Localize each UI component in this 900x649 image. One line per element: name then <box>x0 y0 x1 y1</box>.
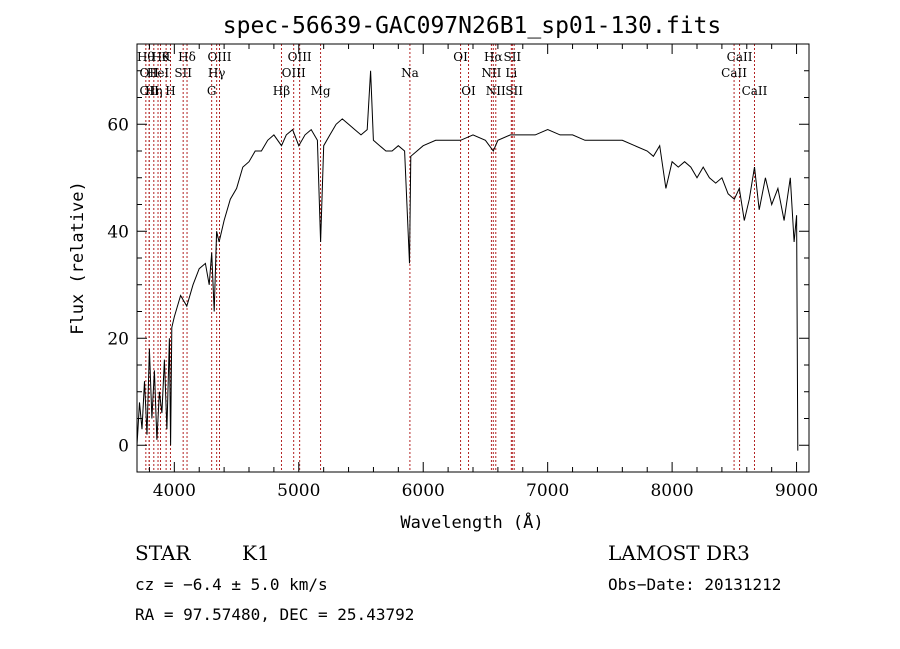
object-subclass: K1 <box>242 541 270 565</box>
line-marker-label: Mg <box>311 84 331 98</box>
line-marker-label: OI <box>461 84 476 98</box>
line-marker-label: OII <box>140 66 160 80</box>
line-marker-label: G <box>207 84 217 98</box>
line-marker-label: SII <box>174 66 192 80</box>
redshift-text: cz = −6.4 ± 5.0 km/s <box>135 575 328 594</box>
chart-title: spec-56639-GAC097N26B1_sp01-130.fits <box>223 13 722 39</box>
y-axis-ticks: 0 20 40 60 <box>107 43 809 473</box>
line-marker-label: Hθ <box>152 50 170 64</box>
spectral-line-labels: HθOIIOIIHηHeIHθKHSIIHδGHγOIIIHβOIIIOIIIM… <box>137 50 768 98</box>
y-tick-label: 0 <box>118 436 129 456</box>
y-tick-label: 60 <box>107 115 129 135</box>
x-tick-label: 5000 <box>277 481 320 501</box>
line-marker-label: H <box>165 84 175 98</box>
x-tick-label: 7000 <box>526 481 569 501</box>
x-tick-label: 9000 <box>775 481 818 501</box>
line-marker-label: CaII <box>727 50 753 64</box>
line-marker-label: Li <box>505 66 517 80</box>
line-marker-label: HeI <box>147 66 170 80</box>
x-axis-label: Wavelength (Å) <box>400 511 543 533</box>
object-class: STAR <box>135 541 191 565</box>
line-marker-label: OIII <box>207 50 231 64</box>
spectral-line-markers <box>145 44 755 472</box>
line-marker-label: K <box>162 50 172 64</box>
line-marker-label: Hα <box>484 50 503 64</box>
line-marker-label: SII <box>505 84 523 98</box>
line-marker-label: Na <box>401 66 419 80</box>
x-tick-label: 6000 <box>402 481 445 501</box>
line-marker-label: CaII <box>721 66 747 80</box>
line-marker-label: OIII <box>288 50 312 64</box>
line-marker-label: Hη <box>145 84 163 98</box>
y-tick-label: 40 <box>107 222 129 242</box>
y-tick-label: 20 <box>107 329 129 349</box>
line-marker-label: Hγ <box>208 66 226 80</box>
spectrum-line <box>136 70 799 451</box>
line-marker-label: Hθ <box>137 50 155 64</box>
x-tick-label: 8000 <box>650 481 693 501</box>
line-marker-label: NII <box>481 66 501 80</box>
spectrum-series <box>136 70 799 451</box>
line-marker-label: OIII <box>282 66 306 80</box>
line-marker-label: Hδ <box>178 50 196 64</box>
survey-name: LAMOST DR3 <box>608 541 750 565</box>
line-marker-label: OI <box>453 50 468 64</box>
x-axis-ticks: 4000 5000 6000 7000 8000 9000 <box>148 44 818 501</box>
x-tick-label: 4000 <box>153 481 196 501</box>
line-marker-label: Hβ <box>273 84 290 98</box>
y-axis-label: Flux (relative) <box>68 181 88 335</box>
line-marker-label: SII <box>503 50 521 64</box>
line-marker-label: NII <box>486 84 506 98</box>
coordinates-text: RA = 97.57480, DEC = 25.43792 <box>135 605 414 624</box>
line-marker-label: CaII <box>742 84 768 98</box>
line-marker-label: OII <box>140 84 160 98</box>
plot-frame <box>136 43 810 473</box>
obs-date-text: Obs−Date: 20131212 <box>608 575 781 594</box>
